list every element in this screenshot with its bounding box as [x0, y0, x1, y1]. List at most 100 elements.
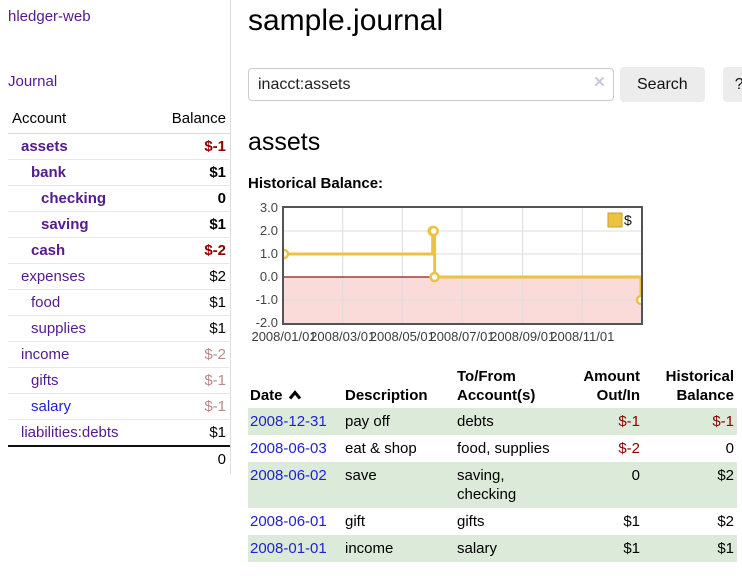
- search-form: × Search ?: [248, 67, 742, 102]
- search-box: ×: [248, 68, 614, 101]
- search-button[interactable]: Search: [620, 67, 705, 102]
- transaction-date-cell: 2008-06-03: [248, 435, 343, 462]
- chart-label: Historical Balance:: [248, 175, 384, 192]
- chart-svg: $: [284, 208, 641, 323]
- account-balance: $2: [151, 263, 230, 290]
- register-row: 2008-12-31 pay off debts $-1 $-1: [248, 408, 737, 435]
- transaction-accounts-cell: debts: [457, 413, 494, 430]
- transaction-amount-cell: $1: [623, 513, 640, 530]
- main-content: sample.journal × Search ? assets Histori…: [231, 0, 742, 562]
- transaction-amount-cell: $-2: [618, 440, 640, 457]
- accounts-total-row: 0: [8, 445, 230, 472]
- account-balance: $-2: [151, 341, 230, 368]
- historical-balance-chart: $ 3.0 2.0 1.0 0.0 -1.0 -2.0 2008/01/01 2008/03/…: [248, 201, 648, 348]
- account-title: assets: [248, 128, 321, 156]
- y-axis-tick-label: 0.0: [259, 269, 278, 284]
- transaction-description-cell: income: [345, 540, 394, 557]
- account-link[interactable]: salary: [31, 398, 72, 415]
- account-cell: salary: [8, 393, 152, 420]
- y-axis-tick-label: -2.0: [255, 315, 278, 330]
- brand: hledger-web: [8, 8, 230, 26]
- x-axis-tick-label: 2008/11/01: [550, 329, 615, 344]
- x-axis-tick-label: 2008/03/01: [310, 329, 376, 344]
- account-row: assets $-1: [8, 133, 230, 160]
- transaction-date-link[interactable]: 2008-12-31: [250, 413, 327, 430]
- transaction-balance-cell: 0: [725, 440, 734, 457]
- account-link[interactable]: liabilities:debts: [21, 424, 119, 441]
- account-balance: $-1: [151, 133, 230, 160]
- account-row: income $-2: [8, 341, 230, 368]
- svg-text:$: $: [624, 212, 632, 228]
- account-link[interactable]: expenses: [21, 268, 86, 285]
- transaction-date-link[interactable]: 2008-06-02: [250, 467, 327, 484]
- accounts-header-account: Account: [8, 108, 152, 134]
- register-table: Date Description To/From Account(s) Amou…: [248, 365, 737, 562]
- account-link[interactable]: bank: [31, 164, 67, 181]
- account-balance: $-1: [151, 393, 230, 420]
- account-link[interactable]: saving: [41, 216, 89, 233]
- account-cell: checking: [8, 185, 152, 212]
- account-row: food $1: [8, 289, 230, 316]
- account-balance: 0: [151, 185, 230, 212]
- transaction-balance-cell: $1: [717, 540, 734, 557]
- accounts-table: Account Balance assets $-1 bank $1 checking 0…: [8, 108, 230, 472]
- account-link[interactable]: cash: [31, 242, 66, 259]
- column-header-date-label: Date: [250, 387, 283, 404]
- account-cell: cash: [8, 237, 152, 264]
- account-cell: assets: [8, 133, 152, 160]
- transaction-date-cell: 2008-01-01: [248, 535, 343, 562]
- transaction-description-cell: pay off: [345, 413, 390, 430]
- transaction-date-link[interactable]: 2008-01-01: [250, 540, 327, 557]
- transaction-description-cell: eat & shop: [345, 440, 417, 457]
- account-link[interactable]: gifts: [31, 372, 59, 389]
- x-axis-tick-label: 2008/05/01: [369, 329, 435, 344]
- account-link[interactable]: food: [31, 294, 61, 311]
- account-balance: $-1: [151, 367, 230, 394]
- app-window: hledger-web Journal Account Balance asse…: [8, 0, 742, 562]
- clear-search-icon[interactable]: ×: [593, 72, 605, 93]
- transaction-description-cell: gift: [345, 513, 366, 530]
- transaction-amount-cell: 0: [631, 467, 640, 484]
- account-balance: $1: [151, 159, 230, 186]
- account-link[interactable]: checking: [41, 190, 107, 207]
- transaction-description-cell: save: [345, 467, 377, 484]
- column-header-accounts: To/From Account(s): [457, 368, 536, 404]
- brand-link[interactable]: hledger-web: [8, 8, 91, 25]
- account-cell: expenses: [8, 263, 152, 290]
- column-header-amount: Amount Out/In: [583, 368, 640, 404]
- column-header-balance: Historical Balance: [665, 368, 734, 404]
- y-axis-tick-label: 2.0: [259, 223, 278, 238]
- register-row: 2008-06-03 eat & shop food, supplies $-2 0: [248, 435, 737, 462]
- account-row: cash $-2: [8, 237, 230, 264]
- x-axis-tick-label: 2008/07/01: [429, 329, 495, 344]
- sidebar-nav: Journal: [8, 73, 230, 91]
- transaction-accounts-cell: saving, checking: [457, 467, 517, 503]
- account-link[interactable]: income: [21, 346, 70, 363]
- nav-journal-link[interactable]: Journal: [8, 73, 58, 90]
- accounts-total-spacer: [8, 445, 152, 472]
- account-balance: $1: [151, 289, 230, 316]
- account-row: bank $1: [8, 159, 230, 186]
- transaction-accounts-cell: gifts: [457, 513, 485, 530]
- transaction-amount-cell: $-1: [618, 413, 640, 430]
- chart-plot-area: $: [282, 206, 643, 325]
- help-button[interactable]: ?: [722, 67, 742, 102]
- transaction-amount-cell: $1: [623, 540, 640, 557]
- accounts-total-value: 0: [151, 445, 230, 472]
- account-row: liabilities:debts $1: [8, 420, 230, 447]
- transaction-date-cell: 2008-06-02: [248, 462, 343, 508]
- account-row: supplies $1: [8, 315, 230, 342]
- transaction-date-link[interactable]: 2008-06-03: [250, 440, 327, 457]
- transaction-accounts-cell: food, supplies: [457, 440, 550, 457]
- transaction-date-link[interactable]: 2008-06-01: [250, 513, 327, 530]
- search-input[interactable]: [248, 68, 614, 101]
- x-axis-tick-label: 2008/01/01: [251, 329, 317, 344]
- account-cell: supplies: [8, 315, 152, 342]
- column-header-date[interactable]: Date: [248, 365, 343, 408]
- account-link[interactable]: assets: [21, 138, 68, 155]
- page-title: sample.journal: [248, 4, 444, 37]
- account-cell: liabilities:debts: [8, 420, 152, 447]
- account-balance: $1: [151, 315, 230, 342]
- account-link[interactable]: supplies: [31, 320, 87, 337]
- column-header-description: Description: [345, 387, 428, 404]
